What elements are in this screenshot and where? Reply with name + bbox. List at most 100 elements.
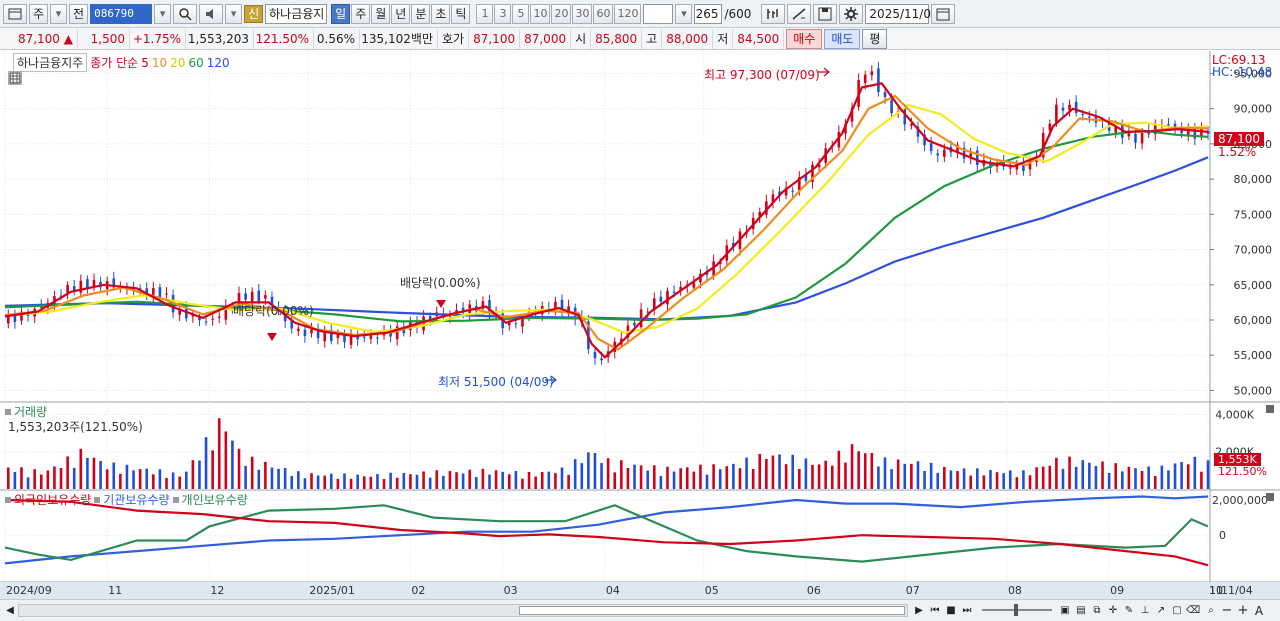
institution-legend[interactable]: 기관보유수량 xyxy=(103,493,170,507)
chart-menu-icon[interactable] xyxy=(3,3,27,24)
interval-toggle[interactable]: 120 xyxy=(614,3,642,24)
interval-toggle[interactable]: 30 xyxy=(572,3,593,24)
scroll-left-icon[interactable]: ◀ xyxy=(6,605,14,616)
period-toggle[interactable]: 월 xyxy=(371,3,391,24)
save-icon[interactable] xyxy=(813,3,838,24)
interval-dropdown-icon[interactable]: ▾ xyxy=(675,3,693,24)
interval-toggle[interactable]: 1 xyxy=(476,3,494,24)
volume-bar xyxy=(152,474,155,489)
volume-bar xyxy=(270,467,274,489)
candle-body xyxy=(257,290,261,302)
layout-icon[interactable]: ▣ xyxy=(1060,605,1070,616)
interval-toggle[interactable]: 20 xyxy=(551,3,572,24)
volume-bar xyxy=(329,473,333,489)
scroll-right-icon[interactable]: ▶ xyxy=(915,605,923,616)
candle-body xyxy=(666,290,669,305)
compare-icon[interactable]: ▤ xyxy=(1076,605,1086,616)
period-toggle[interactable]: 일 xyxy=(331,3,351,24)
period-toggle[interactable]: 틱 xyxy=(451,3,471,24)
candle-body xyxy=(66,284,69,293)
stock-dropdown-icon[interactable]: ▾ xyxy=(154,3,172,24)
eval-button[interactable]: 평 xyxy=(862,28,888,49)
x-axis-label: 10 xyxy=(1209,584,1223,597)
draw-tool-icon[interactable] xyxy=(787,3,812,24)
low-arrow-icon xyxy=(545,375,557,385)
foreign-legend[interactable]: 외국인보유수량 xyxy=(14,493,92,507)
zoom-slider-handle[interactable] xyxy=(1014,604,1018,616)
volume-bar xyxy=(527,471,531,489)
measure-icon[interactable]: ⊥ xyxy=(1140,605,1150,616)
volume-panel-close-icon[interactable] xyxy=(1266,405,1274,413)
candle-body xyxy=(1114,126,1118,133)
search-icon[interactable] xyxy=(173,3,198,24)
low-annotation: 최저 51,500 (04/09) xyxy=(438,375,554,389)
stop-icon[interactable]: ■ xyxy=(946,605,956,616)
prev-select[interactable]: 전 xyxy=(69,3,89,24)
individual-legend[interactable]: 개인보유수량 xyxy=(181,493,248,507)
candle-body xyxy=(402,327,406,334)
period-toggle[interactable]: 분 xyxy=(411,3,431,24)
period-toggle[interactable]: 초 xyxy=(431,3,451,24)
trend-icon[interactable]: ↗ xyxy=(1156,605,1166,616)
data-table-icon[interactable] xyxy=(8,71,22,85)
volume-bar xyxy=(336,478,340,489)
select-icon[interactable]: ▢ xyxy=(1172,605,1182,616)
x-axis-label: 06 xyxy=(807,584,821,597)
period-toggle[interactable]: 주 xyxy=(351,3,371,24)
interval-custom-field[interactable] xyxy=(643,3,674,24)
sound-dropdown-icon[interactable]: ▾ xyxy=(225,3,243,24)
gear-icon[interactable] xyxy=(839,3,864,24)
font-size-icon[interactable]: A xyxy=(1254,603,1264,618)
buy-button[interactable]: 매수 xyxy=(786,28,823,49)
candle-body xyxy=(310,329,313,334)
copy-icon[interactable]: ⧉ xyxy=(1093,605,1101,616)
interval-toggle[interactable]: 60 xyxy=(593,3,614,24)
high-arrow-icon xyxy=(818,67,830,77)
legend-stock-name[interactable]: 하나금융지주 xyxy=(13,53,88,72)
volume-bar xyxy=(712,464,715,489)
candle-body xyxy=(877,68,880,92)
price-axis-label: 70,000 xyxy=(1234,244,1273,257)
candle-body xyxy=(863,74,867,83)
holdings-panel-close-icon[interactable] xyxy=(1266,493,1274,501)
chart-canvas[interactable]: 95,00090,00085,00080,00075,00070,00065,0… xyxy=(0,51,1280,599)
volume-panel-title[interactable]: 거래량 xyxy=(14,405,48,419)
count-input[interactable]: 265 xyxy=(694,3,723,24)
sell-button[interactable]: 매도 xyxy=(824,28,861,49)
chart-area[interactable]: 95,00090,00085,00080,00075,00070,00065,0… xyxy=(0,51,1280,603)
volume-bar xyxy=(857,451,860,489)
period-toggle[interactable]: 년 xyxy=(391,3,411,24)
chevron-down-icon[interactable]: ▾ xyxy=(50,3,68,24)
eraser-icon[interactable]: ⌫ xyxy=(1186,605,1201,616)
candle-body xyxy=(791,190,795,192)
interval-toggle[interactable]: 3 xyxy=(494,3,512,24)
stock-name-field[interactable]: 하나금융지 xyxy=(265,3,328,24)
volume-bar xyxy=(178,476,181,489)
rewind-icon[interactable]: ⏮ xyxy=(930,605,940,616)
zoom-out-icon[interactable]: − xyxy=(1221,603,1233,618)
fast-forward-icon[interactable]: ⏭ xyxy=(962,605,972,616)
crosshair-icon[interactable]: ✛ xyxy=(1108,605,1118,616)
x-axis-label: 05 xyxy=(705,584,719,597)
candle-body xyxy=(1206,131,1210,134)
candle-body xyxy=(297,328,300,332)
volume-bar xyxy=(1167,470,1170,489)
interval-toggle[interactable]: 10 xyxy=(530,3,551,24)
chart-type-select[interactable]: 주 xyxy=(29,3,49,24)
sound-icon[interactable] xyxy=(199,3,224,24)
calendar-icon[interactable] xyxy=(931,3,956,24)
price-change-pct: +1.75% xyxy=(130,28,186,49)
zoom-search-icon[interactable]: ⌕ xyxy=(1208,605,1214,616)
candle-body xyxy=(804,174,808,181)
date-input[interactable]: 2025/11/04 xyxy=(865,3,939,24)
volume-bar xyxy=(39,474,43,489)
scrollbar-thumb[interactable] xyxy=(519,606,905,615)
pencil-icon[interactable]: ✎ xyxy=(1124,605,1134,616)
volume-bar xyxy=(567,474,570,489)
horizontal-scrollbar[interactable] xyxy=(18,604,908,617)
zoom-in-icon[interactable]: + xyxy=(1237,603,1249,618)
interval-toggle[interactable]: 5 xyxy=(512,3,530,24)
stock-code-input[interactable]: 086790 xyxy=(90,3,153,24)
chart-style-icon[interactable] xyxy=(761,3,786,24)
volume-bar xyxy=(1206,460,1210,489)
